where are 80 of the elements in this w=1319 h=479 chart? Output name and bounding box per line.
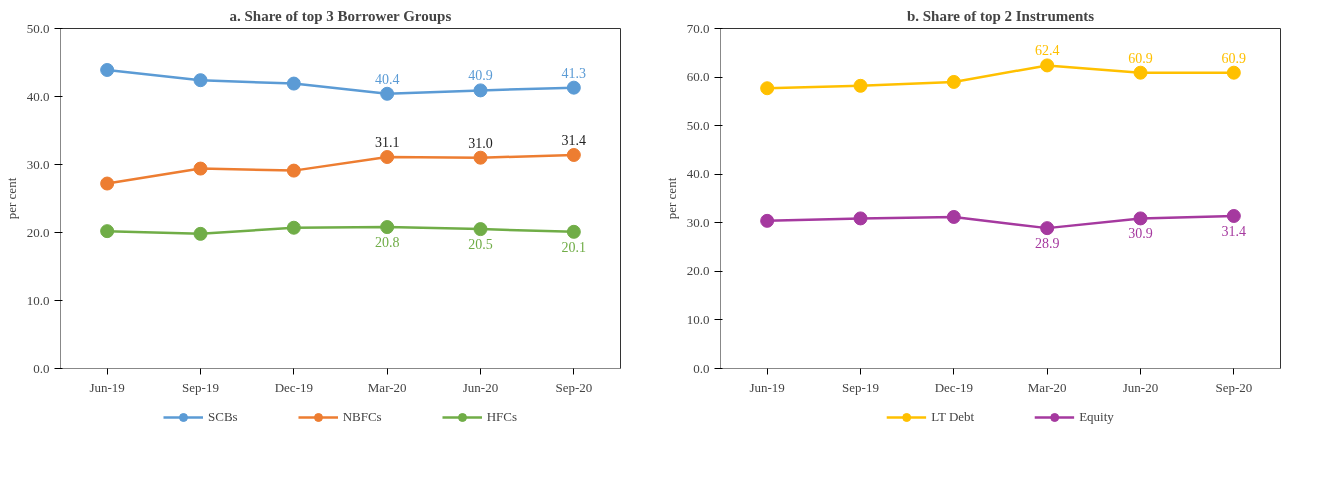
- legend-label: HFCs: [486, 409, 518, 425]
- point: [853, 211, 868, 226]
- x-tick-label: Jun-19: [89, 379, 125, 395]
- x-tick-label: Jun-20: [462, 379, 499, 395]
- point: [286, 76, 301, 91]
- data-label: 31.4: [561, 132, 587, 148]
- point: [566, 147, 581, 162]
- x-tick-label: Sep-20: [1215, 379, 1253, 395]
- x-tick-label: Sep-19: [842, 379, 879, 395]
- y-tick-label: 10.0: [686, 311, 710, 327]
- data-label: 20.8: [374, 235, 400, 251]
- point: [380, 220, 395, 235]
- x-tick-label: Mar-20: [1027, 379, 1067, 395]
- data-label: 41.3: [561, 65, 587, 81]
- data-label: 30.9: [1128, 226, 1153, 242]
- data-label: 60.9: [1221, 50, 1247, 66]
- data-label: 20.1: [561, 239, 587, 255]
- point: [100, 224, 115, 239]
- point: [473, 83, 488, 98]
- point: [380, 150, 395, 165]
- point: [1133, 211, 1148, 226]
- legend-label: NBFCs: [342, 409, 382, 425]
- y-tick-label: 40.0: [686, 166, 710, 182]
- y-tick-label: 60.0: [686, 69, 710, 85]
- data-label: 28.9: [1034, 236, 1060, 252]
- point: [1133, 65, 1148, 80]
- point: [100, 176, 115, 191]
- point: [193, 161, 208, 176]
- point: [193, 226, 208, 241]
- data-label: 40.9: [468, 68, 493, 84]
- y-tick-label: 0.0: [693, 360, 710, 376]
- y-axis-title: per cent: [3, 177, 19, 220]
- legend-label: SCBs: [207, 409, 238, 425]
- y-tick-label: 30.0: [26, 156, 50, 172]
- point: [566, 224, 581, 239]
- x-tick-label: Dec-19: [274, 379, 313, 395]
- point: [1226, 65, 1241, 80]
- point: [286, 220, 301, 235]
- y-tick-label: 20.0: [686, 263, 710, 279]
- point: [286, 163, 301, 178]
- data-label: 31.4: [1221, 223, 1247, 239]
- point: [380, 86, 395, 101]
- legend-label: Equity: [1079, 409, 1114, 425]
- data-label: 60.9: [1128, 50, 1153, 66]
- y-tick-label: 40.0: [26, 88, 50, 104]
- point: [1226, 209, 1241, 223]
- point: [1040, 221, 1055, 236]
- data-label: 31.1: [374, 135, 400, 151]
- legend-label: LT Debt: [931, 409, 975, 425]
- x-tick-label: Sep-20: [555, 379, 593, 395]
- data-label: 20.5: [468, 237, 493, 253]
- y-tick-label: 10.0: [26, 292, 50, 308]
- point: [1040, 58, 1055, 73]
- point: [193, 73, 208, 88]
- point: [760, 213, 775, 228]
- y-tick-label: 50.0: [686, 117, 710, 133]
- point: [760, 81, 775, 96]
- y-tick-label: 30.0: [686, 214, 710, 230]
- y-axis-title: per cent: [663, 177, 679, 220]
- x-tick-label: Jun-19: [749, 379, 785, 395]
- point: [946, 74, 961, 89]
- y-tick-label: 20.0: [26, 224, 50, 240]
- data-label: 62.4: [1034, 43, 1060, 59]
- x-tick-label: Sep-19: [182, 379, 219, 395]
- y-tick-label: 0.0: [33, 360, 50, 376]
- point: [946, 209, 961, 224]
- x-tick-label: Jun-20: [1122, 379, 1159, 395]
- chart-title: b. Share of top 2 Instruments: [906, 7, 1095, 24]
- point: [473, 150, 488, 165]
- chart-title: a. Share of top 3 Borrower Groups: [229, 7, 452, 24]
- y-tick-label: 70.0: [686, 20, 710, 36]
- point: [853, 78, 868, 93]
- x-tick-label: Dec-19: [934, 379, 973, 395]
- y-tick-label: 50.0: [26, 20, 50, 36]
- data-label: 31.0: [468, 135, 493, 151]
- point: [100, 62, 115, 77]
- data-label: 40.4: [374, 71, 400, 87]
- point: [566, 80, 581, 95]
- point: [473, 222, 488, 237]
- x-tick-label: Mar-20: [367, 379, 407, 395]
